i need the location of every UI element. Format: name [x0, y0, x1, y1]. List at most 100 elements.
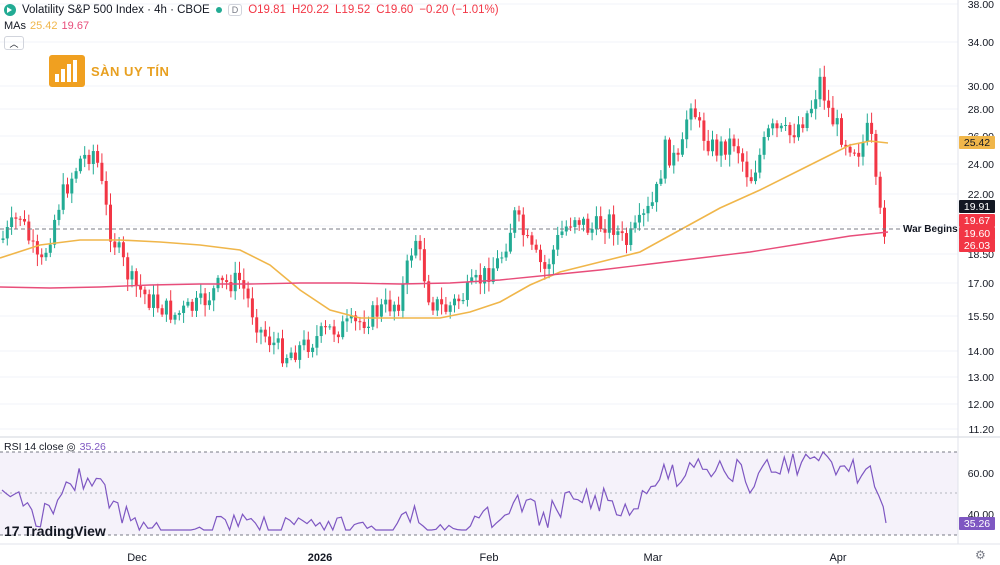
- candle-body: [650, 202, 654, 206]
- ma-slow-line: [0, 231, 889, 289]
- rsi-band: [0, 452, 958, 535]
- candle-body: [560, 231, 564, 235]
- y-tick-label: 14.00: [968, 346, 994, 358]
- candle-body: [689, 108, 693, 120]
- candle-body: [870, 122, 874, 134]
- x-tick-label: Mar: [644, 552, 663, 564]
- candle-body: [203, 293, 207, 306]
- price-label-text: 19.60: [964, 228, 990, 240]
- price-label-box: [959, 239, 995, 252]
- candle-body: [577, 220, 581, 225]
- candle-body: [478, 274, 482, 284]
- candle-body: [741, 153, 745, 162]
- candle-body: [513, 210, 517, 233]
- candle-body: [298, 345, 302, 360]
- candle-body: [827, 100, 831, 108]
- candle-body: [719, 141, 723, 156]
- candle-body: [250, 298, 254, 318]
- candle-body: [818, 76, 822, 100]
- candle-body: [100, 162, 104, 182]
- candle-body: [74, 171, 78, 179]
- candle-body: [48, 244, 52, 253]
- candle-body: [57, 209, 61, 220]
- candle-body: [487, 268, 491, 282]
- watermark-text: SÀN UY TÍN: [91, 63, 170, 79]
- candle-body: [547, 264, 551, 269]
- candle-body: [474, 274, 478, 278]
- candle-body: [66, 184, 69, 194]
- candle-body: [83, 154, 87, 159]
- candle-body: [255, 317, 259, 333]
- candle-body: [367, 326, 370, 328]
- candle-body: [698, 117, 702, 121]
- candle-body: [328, 326, 332, 328]
- settings-icon[interactable]: ⚙: [975, 548, 986, 562]
- candle-body: [147, 294, 151, 308]
- candle-body: [534, 244, 538, 250]
- candle-body: [285, 357, 289, 364]
- candle-body: [156, 294, 160, 309]
- collapse-legend-button[interactable]: ︿: [4, 36, 24, 50]
- candle-body: [745, 161, 749, 178]
- candle-body: [861, 141, 865, 157]
- candle-body: [31, 240, 35, 242]
- candle-body: [573, 220, 577, 228]
- candle-body: [427, 281, 431, 303]
- candle-body: [766, 128, 770, 138]
- rsi-value-box: [959, 517, 995, 530]
- candle-body: [797, 124, 800, 138]
- candle-body: [354, 315, 358, 322]
- candle-body: [14, 217, 18, 219]
- candle-body: [87, 154, 91, 165]
- candle-body: [164, 300, 168, 315]
- rsi-value-label: 35.26: [964, 518, 990, 530]
- rsi-label: RSI 14 close: [4, 441, 64, 453]
- candle-body: [53, 219, 57, 245]
- price-label-box: [959, 200, 995, 213]
- candle-body: [440, 299, 444, 305]
- y-tick-label: 30.00: [968, 81, 994, 93]
- candle-body: [620, 231, 624, 234]
- candle-body: [311, 347, 315, 352]
- candle-body: [169, 300, 173, 320]
- candle-body: [779, 125, 783, 129]
- candle-body: [302, 339, 306, 346]
- price-label-text: 19.67: [964, 215, 990, 227]
- candle-body: [496, 258, 499, 269]
- candle-body: [44, 252, 48, 258]
- candle-body: [272, 342, 276, 346]
- candle-body: [397, 304, 401, 311]
- brand-text: TradingView: [23, 523, 106, 539]
- bar-chart-logo-icon: [49, 55, 85, 87]
- candle-body: [809, 108, 813, 114]
- candle-body: [715, 139, 719, 156]
- candle-body: [504, 251, 508, 258]
- candle-body: [762, 137, 766, 155]
- tradingview-brand[interactable]: 17 TradingView: [4, 523, 106, 539]
- open-value: O19.81: [248, 4, 286, 16]
- market-status-icon: [215, 7, 222, 13]
- candle-body: [225, 280, 229, 283]
- symbol-title: Volatility S&P 500 Index · 4h · CBOE: [22, 4, 210, 16]
- y-tick-label: 34.00: [968, 37, 994, 49]
- ma-legend[interactable]: MAs 25.42 19.67: [4, 20, 89, 32]
- eye-icon: ◎: [66, 441, 76, 453]
- candle-body: [530, 235, 534, 245]
- candle-body: [857, 152, 861, 157]
- candle-body: [152, 294, 155, 308]
- candle-body: [878, 176, 882, 208]
- candle-body: [758, 154, 762, 173]
- candle-body: [457, 298, 461, 302]
- candle-body: [676, 152, 680, 155]
- x-tick-label: Dec: [127, 552, 147, 564]
- candle-body: [865, 122, 869, 142]
- candle-body: [289, 352, 293, 358]
- candle-body: [517, 210, 521, 215]
- rsi-legend[interactable]: RSI 14 close ◎ 35.26: [4, 441, 106, 453]
- candle-body: [182, 305, 186, 314]
- candle-body: [594, 216, 598, 229]
- candle-body: [216, 277, 220, 289]
- candle-body: [293, 352, 297, 360]
- close-value: C19.60: [376, 4, 414, 16]
